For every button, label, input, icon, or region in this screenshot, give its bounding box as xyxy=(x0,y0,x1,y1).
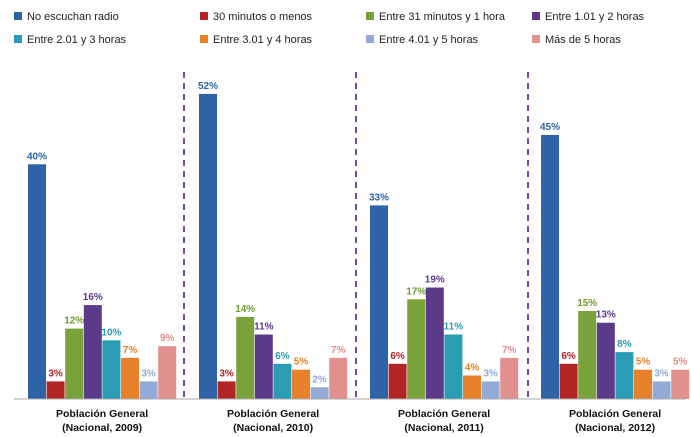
data-label: 40% xyxy=(27,151,47,162)
legend-swatch xyxy=(532,35,540,43)
bar xyxy=(370,205,388,399)
legend-entry: Entre 4.01 y 5 horas xyxy=(379,34,479,46)
value-labels: 40%3%12%16%10%7%3%9%52%3%14%11%6%5%2%7%3… xyxy=(27,81,688,385)
bar xyxy=(65,328,84,399)
bar xyxy=(596,322,615,399)
data-label: 3% xyxy=(219,368,234,379)
legend-swatch xyxy=(200,12,208,20)
data-label: 13% xyxy=(596,310,616,321)
data-label: 11% xyxy=(444,322,464,333)
bar xyxy=(615,352,634,399)
data-label: 4% xyxy=(465,363,480,374)
legend-entry: Más de 5 horas xyxy=(545,34,621,46)
legend: No escuchan radio 30 minutos o menos Entre… xyxy=(14,11,645,46)
data-label: 17% xyxy=(406,286,426,297)
bar xyxy=(199,93,217,400)
category-label: Población General xyxy=(569,408,661,420)
data-label: 3% xyxy=(654,368,669,379)
data-label: 33% xyxy=(369,192,389,203)
category-labels: Población General (Nacional, 2009) Poblaci… xyxy=(56,408,661,434)
bar xyxy=(310,387,329,399)
legend-entry: 30 minutos o menos xyxy=(213,11,313,23)
data-label: 19% xyxy=(425,275,445,286)
bar xyxy=(217,381,236,399)
data-label: 8% xyxy=(617,339,632,350)
data-label: 9% xyxy=(160,333,175,344)
data-label: 6% xyxy=(275,351,290,362)
legend-swatch xyxy=(14,12,22,20)
bar xyxy=(481,381,500,399)
data-label: 11% xyxy=(254,322,274,333)
bar xyxy=(121,357,139,399)
category-label: Población General xyxy=(56,408,148,420)
category-label: (Nacional, 2010) xyxy=(233,422,313,434)
bar xyxy=(329,357,348,399)
bar xyxy=(407,299,426,399)
bar xyxy=(236,316,255,399)
data-label: 45% xyxy=(540,122,560,133)
bars xyxy=(28,93,690,400)
category-label: Población General xyxy=(398,408,490,420)
data-label: 14% xyxy=(235,304,255,315)
bar xyxy=(292,369,310,399)
bar xyxy=(388,363,407,399)
category-label: (Nacional, 2009) xyxy=(62,422,142,434)
data-label: 3% xyxy=(141,368,156,379)
data-label: 6% xyxy=(390,351,405,362)
bar xyxy=(578,311,597,399)
data-label: 7% xyxy=(123,345,138,356)
bar xyxy=(158,346,177,399)
bar xyxy=(46,381,65,399)
group-separators xyxy=(183,72,529,399)
data-label: 7% xyxy=(331,345,346,356)
bar xyxy=(254,334,273,399)
data-label: 3% xyxy=(483,368,498,379)
bar xyxy=(102,340,121,399)
data-label: 5% xyxy=(673,357,688,368)
category-label: (Nacional, 2012) xyxy=(575,422,655,434)
bar xyxy=(444,334,463,399)
legend-swatch xyxy=(14,35,22,43)
bar xyxy=(139,381,158,399)
data-label: 5% xyxy=(636,357,651,368)
legend-entry: Entre 31 minutos y 1 hora xyxy=(379,11,506,23)
category-label: Población General xyxy=(227,408,319,420)
bar xyxy=(425,287,444,399)
bar xyxy=(28,164,46,399)
bar xyxy=(83,305,102,399)
bar xyxy=(671,369,690,399)
data-label: 52% xyxy=(198,81,218,92)
bar xyxy=(463,375,481,399)
bar xyxy=(652,381,671,399)
legend-swatch xyxy=(200,35,208,43)
data-label: 15% xyxy=(577,298,597,309)
data-label: 16% xyxy=(83,292,103,303)
data-label: 12% xyxy=(64,316,84,327)
legend-entry: No escuchan radio xyxy=(27,11,119,23)
bar xyxy=(634,369,652,399)
legend-entry: Entre 1.01 y 2 horas xyxy=(545,11,645,23)
data-label: 10% xyxy=(101,327,121,338)
bar xyxy=(273,363,292,399)
bar xyxy=(500,357,519,399)
bar xyxy=(541,135,559,399)
data-label: 7% xyxy=(502,345,517,356)
data-label: 5% xyxy=(294,357,309,368)
data-label: 2% xyxy=(312,374,327,385)
data-label: 3% xyxy=(48,368,63,379)
category-label: (Nacional, 2011) xyxy=(404,422,483,434)
legend-swatch xyxy=(532,12,540,20)
data-label: 6% xyxy=(561,351,576,362)
legend-entry: Entre 2.01 y 3 horas xyxy=(27,34,127,46)
bar xyxy=(559,363,578,399)
legend-swatch xyxy=(366,12,374,20)
legend-entry: Entre 3.01 y 4 horas xyxy=(213,34,313,46)
legend-swatch xyxy=(366,35,374,43)
